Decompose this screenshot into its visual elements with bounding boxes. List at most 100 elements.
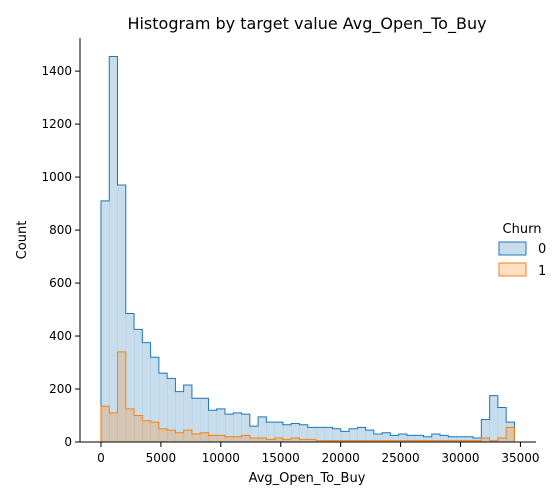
bar-series-0-bin-49 xyxy=(506,422,515,442)
bar-series-1-bin-8 xyxy=(167,430,176,442)
bar-series-0-bin-24 xyxy=(299,424,308,442)
bar-series-1-bin-7 xyxy=(158,428,168,442)
bar-series-0-bin-39 xyxy=(423,436,433,442)
bar-series-0-bin-7 xyxy=(158,373,168,442)
bar-series-1-bin-25 xyxy=(307,439,317,442)
x-tick-label: 10000 xyxy=(202,451,240,465)
series-1-bars xyxy=(100,351,515,442)
bar-series-0-bin-32 xyxy=(365,430,375,442)
bar-series-1-bin-36 xyxy=(398,440,408,442)
bar-series-1-bin-15 xyxy=(225,436,234,442)
bar-series-0-bin-2 xyxy=(117,185,127,442)
legend-swatch-1 xyxy=(498,262,527,277)
bar-series-0-bin-48 xyxy=(497,407,507,442)
bar-series-0-bin-12 xyxy=(200,398,209,442)
x-tick-label: 20000 xyxy=(322,451,360,465)
chart-title: Histogram by target value Avg_Open_To_Bu… xyxy=(127,14,486,34)
bar-series-0-bin-1 xyxy=(109,56,118,442)
legend-swatch-0 xyxy=(498,241,527,256)
bar-series-1-bin-12 xyxy=(200,432,209,442)
bar-series-1-bin-37 xyxy=(406,440,416,442)
bar-series-0-bin-9 xyxy=(175,391,184,442)
bar-series-1-bin-18 xyxy=(249,438,259,442)
bar-series-1-bin-29 xyxy=(340,440,350,442)
bar-series-1-bin-23 xyxy=(291,438,300,442)
y-tick-label: 1000 xyxy=(41,170,72,184)
bar-series-1-bin-35 xyxy=(390,440,399,442)
bar-series-1-bin-16 xyxy=(233,436,242,442)
bar-series-0-bin-3 xyxy=(125,313,135,442)
bar-series-0-bin-20 xyxy=(266,422,275,442)
bar-series-0-bin-19 xyxy=(258,416,267,442)
bar-series-0-bin-45 xyxy=(473,438,482,442)
series-0-bars xyxy=(100,56,515,442)
histogram-bars xyxy=(100,56,515,442)
bar-series-0-bin-13 xyxy=(208,410,218,442)
y-tick-label: 200 xyxy=(49,382,72,396)
bar-series-1-bin-3 xyxy=(125,408,135,442)
bar-series-1-bin-0 xyxy=(100,406,110,442)
bar-series-1-bin-32 xyxy=(365,440,375,442)
y-tick-label: 1400 xyxy=(41,64,72,78)
bar-series-1-bin-11 xyxy=(191,434,201,442)
bar-series-1-bin-40 xyxy=(431,440,441,442)
bar-series-1-bin-43 xyxy=(456,440,466,442)
x-tick-label: 5000 xyxy=(146,451,177,465)
bar-series-1-bin-34 xyxy=(382,440,391,442)
bar-series-1-bin-1 xyxy=(109,412,118,442)
bar-series-1-bin-20 xyxy=(266,439,275,442)
bar-series-0-bin-31 xyxy=(357,427,366,442)
bar-series-0-bin-30 xyxy=(349,428,358,442)
bar-series-0-bin-35 xyxy=(390,435,399,442)
bar-series-1-bin-22 xyxy=(282,439,292,442)
bar-series-1-bin-19 xyxy=(258,438,267,442)
y-ticks: 0 200 400 600 800 1000 1200 1400 xyxy=(41,64,80,449)
bar-series-0-bin-34 xyxy=(382,432,391,442)
bar-series-1-bin-17 xyxy=(241,435,251,442)
step-outline-series-0 xyxy=(100,56,515,442)
x-axis-label: Avg_Open_To_Buy xyxy=(249,471,366,486)
legend: Churn 0 1 xyxy=(498,222,546,279)
bar-series-1-bin-6 xyxy=(150,422,160,442)
y-tick-label: 1200 xyxy=(41,117,72,131)
bar-series-1-bin-46 xyxy=(481,438,490,442)
bar-series-1-bin-27 xyxy=(324,440,333,442)
bar-series-1-bin-39 xyxy=(423,440,433,442)
bar-series-0-bin-10 xyxy=(183,385,193,442)
y-tick-label: 400 xyxy=(49,329,72,343)
bar-series-0-bin-44 xyxy=(464,436,474,442)
bar-series-1-bin-44 xyxy=(464,440,474,442)
y-tick-label: 800 xyxy=(49,223,72,237)
bar-series-0-bin-47 xyxy=(489,395,499,442)
bar-series-1-bin-45 xyxy=(473,440,482,442)
legend-title: Churn xyxy=(503,222,542,237)
bar-series-1-bin-49 xyxy=(506,427,515,442)
bar-series-1-bin-10 xyxy=(183,430,193,442)
legend-label-1: 1 xyxy=(538,264,546,279)
x-tick-label: 25000 xyxy=(381,451,419,465)
bar-series-0-bin-43 xyxy=(456,436,466,442)
bar-series-0-bin-17 xyxy=(241,414,251,442)
bar-series-1-bin-2 xyxy=(117,351,127,442)
x-ticks: 0 5000 10000 15000 20000 25000 30000 35000 xyxy=(97,442,540,465)
bar-series-0-bin-28 xyxy=(332,428,342,442)
bar-series-0-bin-41 xyxy=(440,435,449,442)
bar-series-1-bin-13 xyxy=(208,435,218,442)
y-axis-label: Count xyxy=(15,221,30,260)
bar-series-0-bin-46 xyxy=(481,419,490,442)
bar-series-1-bin-5 xyxy=(142,420,151,442)
bar-series-0-bin-21 xyxy=(274,422,284,442)
bar-series-1-bin-38 xyxy=(415,440,424,442)
bar-series-1-bin-48 xyxy=(497,438,507,442)
bar-series-1-bin-28 xyxy=(332,440,342,442)
bar-series-1-bin-9 xyxy=(175,432,184,442)
y-tick-label: 0 xyxy=(64,435,72,449)
bar-series-1-bin-33 xyxy=(373,440,383,442)
bar-series-0-bin-40 xyxy=(431,434,441,442)
bar-series-0-bin-29 xyxy=(340,431,350,442)
bar-series-1-bin-24 xyxy=(299,439,308,442)
bar-series-0-bin-16 xyxy=(233,412,242,442)
bar-series-0-bin-26 xyxy=(315,427,325,442)
x-tick-label: 0 xyxy=(97,451,105,465)
